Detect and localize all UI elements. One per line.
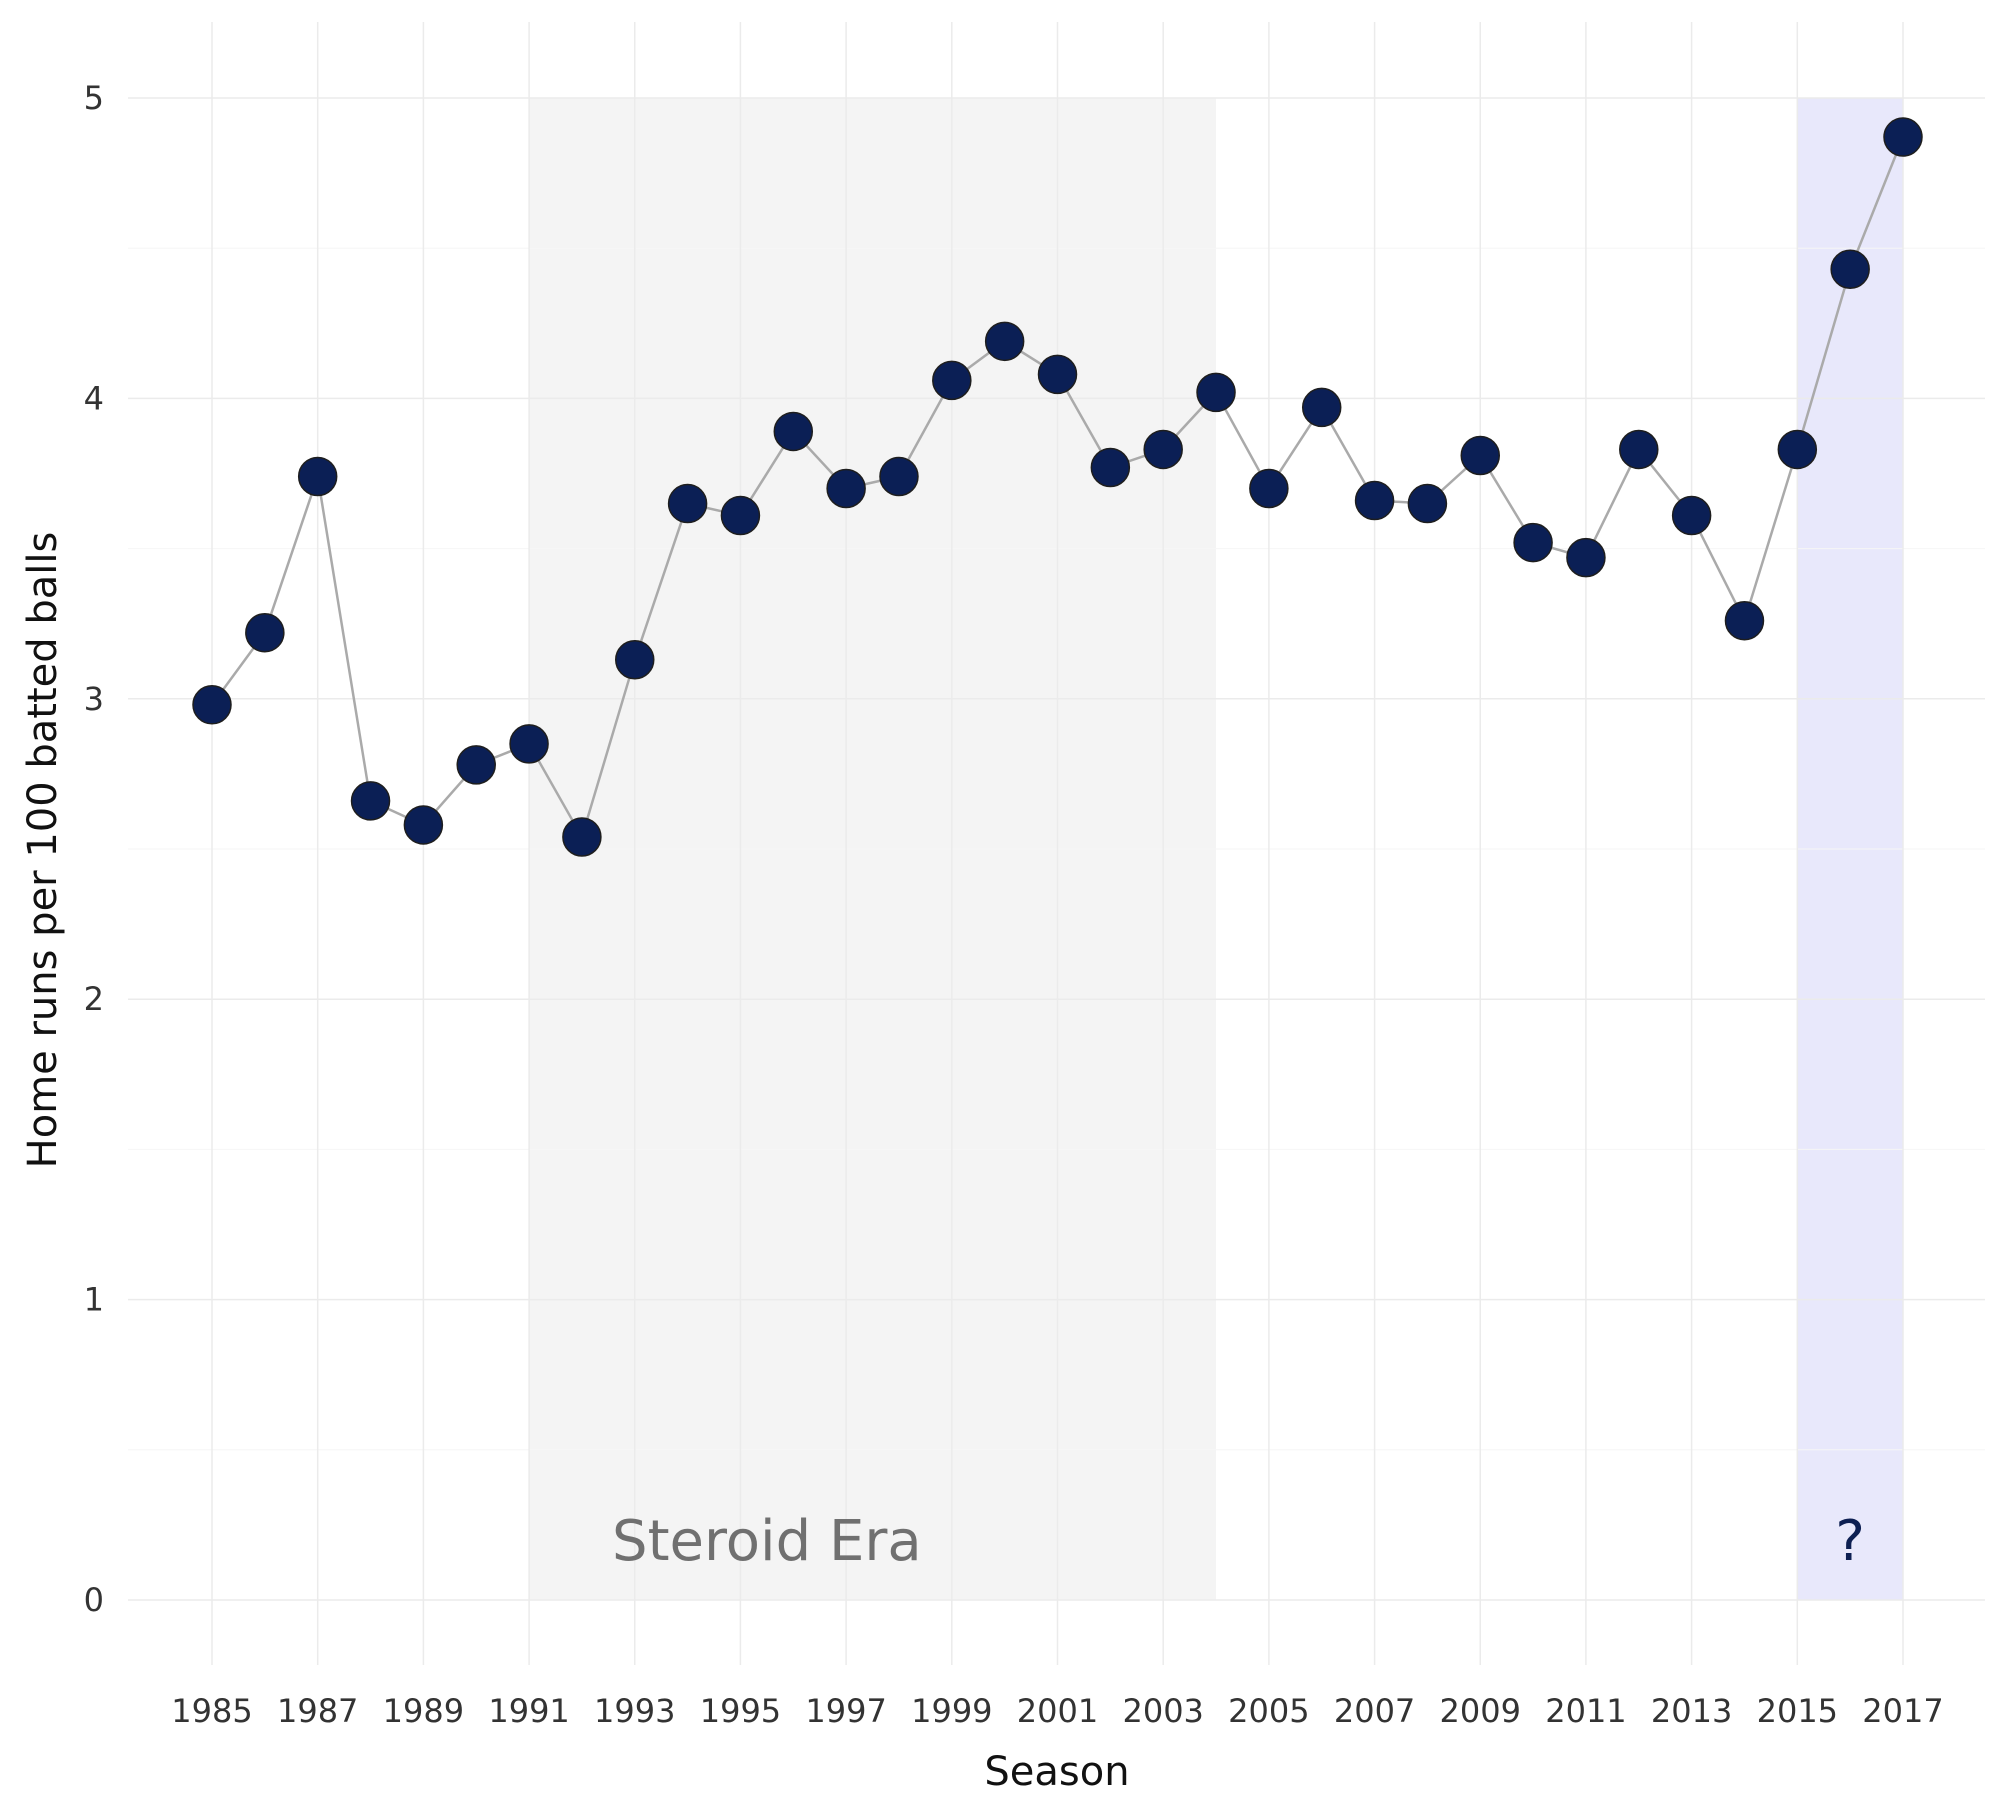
x-axis-title: Season — [984, 1749, 1129, 1795]
x-tick-label: 1987 — [277, 1692, 358, 1730]
data-point — [1460, 435, 1500, 476]
y-tick-label: 1 — [84, 1281, 104, 1319]
y-tick-label: 5 — [84, 79, 104, 117]
data-point — [984, 321, 1025, 362]
region-label-1: Steroid Era — [612, 1509, 922, 1574]
data-point — [1724, 600, 1765, 641]
x-tick-label: 2013 — [1651, 1692, 1732, 1730]
x-tick-label: 2015 — [1757, 1692, 1838, 1730]
data-point — [1566, 537, 1606, 578]
x-tick-label: 2007 — [1334, 1692, 1415, 1730]
x-tick-label: 1985 — [171, 1692, 252, 1730]
x-tick-label: 2001 — [1017, 1692, 1098, 1730]
y-tick-label: 2 — [84, 980, 104, 1018]
data-point — [1090, 447, 1131, 488]
x-tick-label: 1993 — [594, 1692, 675, 1730]
data-point — [1883, 117, 1923, 157]
x-tick-label: 2003 — [1122, 1692, 1203, 1730]
y-axis-title: Home runs per 100 batted balls — [20, 532, 66, 1169]
data-point — [1249, 468, 1289, 509]
data-point — [720, 495, 761, 536]
data-point — [826, 468, 866, 509]
data-point — [1037, 354, 1078, 395]
x-tick-label: 1999 — [911, 1692, 992, 1730]
y-tick-label: 0 — [84, 1581, 104, 1619]
gridlines — [128, 22, 1985, 1665]
region-annotations: Steroid Era? — [612, 1509, 1865, 1574]
data-point — [1354, 480, 1395, 521]
data-point — [245, 612, 285, 653]
x-tick-label: 2009 — [1440, 1692, 1521, 1730]
data-point — [615, 639, 655, 680]
x-tick-label: 2011 — [1545, 1692, 1626, 1730]
y-axis-ticks: 0 1 2 3 4 5 — [84, 79, 104, 1619]
data-point — [509, 724, 549, 764]
data-point — [350, 781, 391, 821]
data-point — [456, 745, 496, 785]
data-point — [773, 411, 814, 452]
data-point — [879, 456, 919, 497]
x-axis-ticks: 1985 1987 1989 1991 1993 1995 1997 1999 2001 2003… — [171, 1692, 1943, 1730]
region-label-2: ? — [1835, 1509, 1865, 1574]
y-tick-label: 4 — [84, 379, 104, 417]
data-point — [297, 456, 338, 497]
data-point — [1671, 495, 1712, 536]
data-point — [667, 483, 708, 524]
data-point — [1830, 249, 1870, 289]
x-tick-label: 1995 — [700, 1692, 781, 1730]
data-point — [403, 805, 444, 845]
data-point — [1513, 522, 1553, 563]
x-tick-label: 2017 — [1862, 1692, 1943, 1730]
series-points — [192, 117, 1923, 857]
x-tick-label: 2005 — [1228, 1692, 1309, 1730]
data-point — [1301, 387, 1342, 428]
data-point — [562, 817, 602, 857]
data-point — [932, 360, 972, 401]
data-point — [1407, 483, 1448, 524]
y-tick-label: 3 — [84, 680, 104, 718]
data-point — [1143, 429, 1183, 470]
data-point — [1619, 429, 1659, 470]
data-point — [1196, 372, 1236, 413]
x-tick-label: 1989 — [383, 1692, 464, 1730]
x-tick-label: 1991 — [488, 1692, 569, 1730]
x-tick-label: 1997 — [805, 1692, 886, 1730]
data-point — [192, 685, 232, 725]
data-point — [1777, 429, 1818, 470]
